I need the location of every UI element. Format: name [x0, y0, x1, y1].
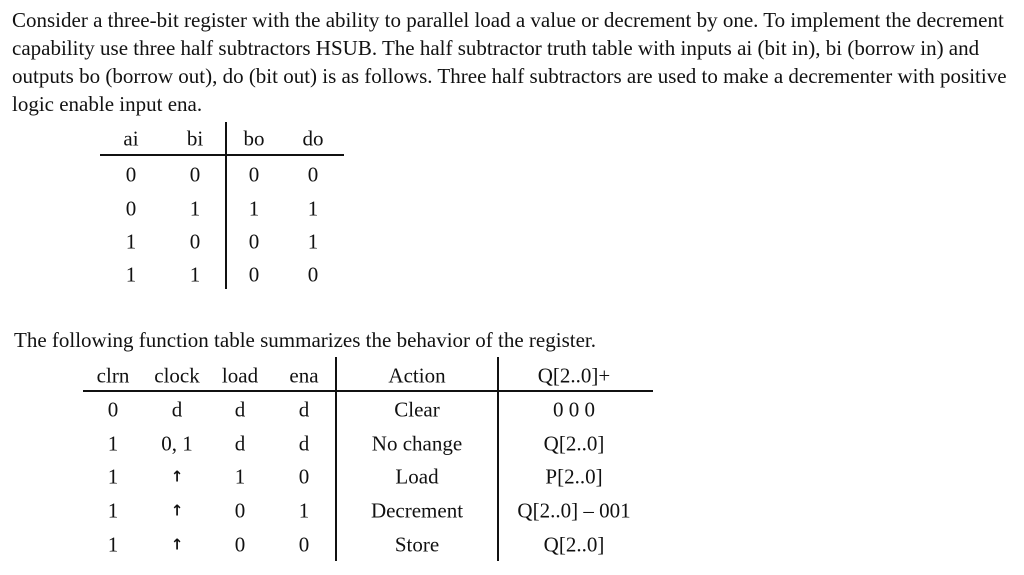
rising-edge-arrow-icon: ↑ — [170, 535, 184, 554]
table-cell: 1 — [125, 262, 137, 287]
table-cell: 0 — [125, 162, 137, 187]
table-cell: 1 — [189, 262, 201, 287]
table-cell: 0 — [125, 196, 137, 221]
table-cell: 0 — [234, 532, 246, 557]
function-table-divider-1 — [335, 357, 337, 561]
header-cell: bi — [186, 126, 204, 151]
header-cell: load — [221, 363, 259, 388]
truth-table-header-rule — [100, 154, 344, 156]
table-cell: Q[2..0] — [543, 431, 605, 456]
table-cell: 0 — [298, 464, 310, 489]
table-cell: d — [234, 397, 246, 422]
table-cell: 0 — [307, 262, 319, 287]
function-table-intro: The following function table summarizes … — [14, 328, 596, 352]
table-cell: 0 — [189, 162, 201, 187]
table-cell: Clear — [394, 397, 440, 422]
table-cell: 1 — [298, 498, 310, 523]
table-cell: 0, 1 — [161, 431, 193, 456]
header-cell: Action — [388, 363, 446, 388]
header-cell: ai — [123, 126, 139, 151]
table-cell: d — [298, 397, 310, 422]
rising-edge-arrow-icon: ↑ — [170, 467, 184, 486]
table-cell: 1 — [107, 532, 119, 557]
table-cell: 0 — [234, 498, 246, 523]
table-cell: 1 — [307, 229, 319, 254]
rising-edge-arrow-icon: ↑ — [170, 501, 184, 520]
function-table-divider-2 — [497, 357, 499, 561]
table-cell: 1 — [125, 229, 137, 254]
table-cell: 0 — [107, 397, 119, 422]
table-cell: 0 — [307, 162, 319, 187]
header-cell: clock — [154, 363, 200, 388]
function-table-header-rule — [83, 390, 653, 392]
table-cell: Store — [394, 532, 440, 557]
header-cell: do — [302, 126, 324, 151]
table-cell: 1 — [107, 498, 119, 523]
header-cell: Q[2..0]+ — [537, 363, 611, 388]
table-cell: d — [298, 431, 310, 456]
table-cell: 1 — [107, 464, 119, 489]
table-cell: Decrement — [370, 498, 464, 523]
table-cell: Q[2..0] – 001 — [517, 498, 631, 523]
header-cell: ena — [289, 363, 319, 388]
table-cell: d — [234, 431, 246, 456]
table-cell: d — [171, 397, 183, 422]
header-cell: bo — [243, 126, 265, 151]
table-cell: 1 — [234, 464, 246, 489]
table-cell: 0 — [298, 532, 310, 557]
table-cell: 1 — [307, 196, 319, 221]
table-cell: P[2..0] — [545, 464, 603, 489]
table-cell: Load — [395, 464, 439, 489]
table-cell: 1 — [107, 431, 119, 456]
table-cell: 0 0 0 — [553, 397, 595, 422]
table-cell: No change — [371, 431, 463, 456]
table-cell: 0 — [189, 229, 201, 254]
table-cell: 0 — [248, 229, 260, 254]
truth-table-divider — [225, 122, 227, 289]
table-cell: 0 — [248, 162, 260, 187]
table-cell: Q[2..0] — [543, 532, 605, 557]
problem-intro: Consider a three-bit register with the a… — [12, 8, 1007, 116]
header-cell: clrn — [96, 363, 130, 388]
table-cell: 0 — [248, 262, 260, 287]
table-cell: 1 — [248, 196, 260, 221]
table-cell: 1 — [189, 196, 201, 221]
